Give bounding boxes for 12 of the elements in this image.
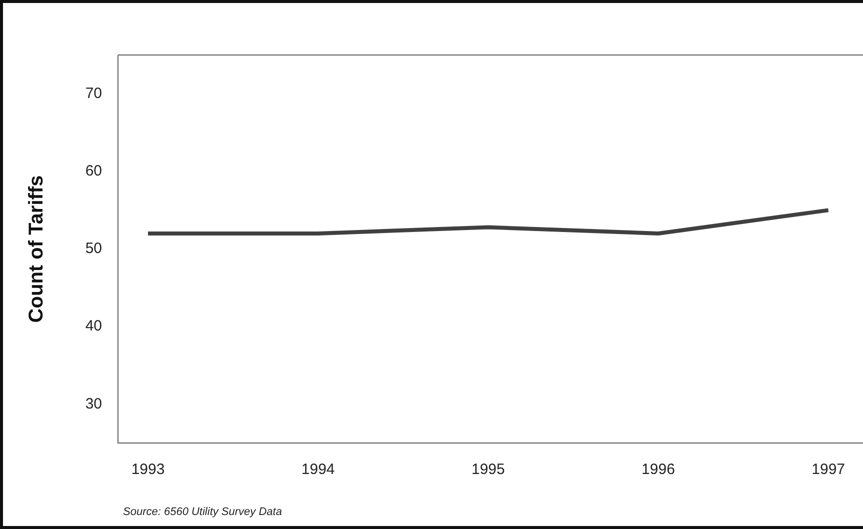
y-tick-label: 30 <box>85 395 102 412</box>
source-note: Source: 6560 Utility Survey Data <box>123 506 282 518</box>
y-tick-label: 40 <box>85 318 102 335</box>
x-tick-label: 1994 <box>301 461 335 478</box>
x-tick-label: 1995 <box>471 461 505 478</box>
x-tick-label: 1997 <box>812 461 846 478</box>
y-tick-label: 70 <box>85 84 102 102</box>
y-axis-title: Count of Tariffs <box>26 175 48 323</box>
y-tick-label: 50 <box>85 240 102 258</box>
x-tick-label: 1993 <box>131 461 165 478</box>
y-tick-label: 60 <box>85 162 102 180</box>
x-tick-label: 1996 <box>642 461 675 478</box>
